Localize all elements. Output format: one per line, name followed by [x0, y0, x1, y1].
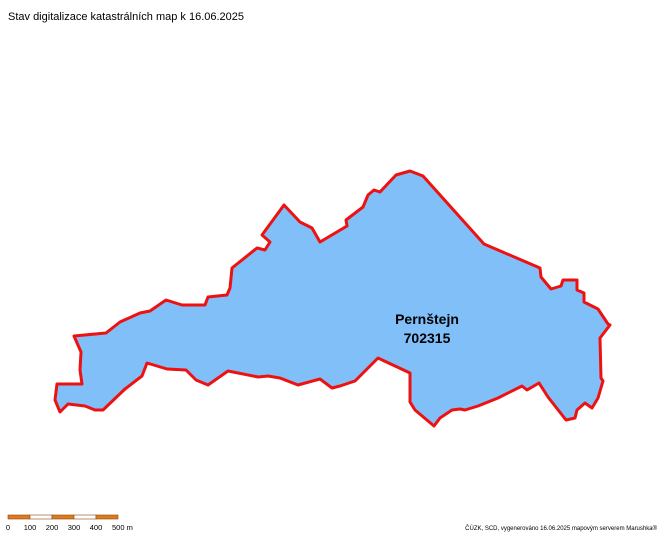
scale-label: 200 [46, 523, 59, 532]
area-code: 702315 [404, 330, 451, 346]
scale-label: 0 [6, 523, 10, 532]
scale-segment [95, 514, 119, 520]
area-name: Pernštejn [395, 311, 459, 327]
scale-label: 400 [90, 523, 103, 532]
scale-label: 500 m [112, 523, 133, 532]
cadastral-area [53, 169, 612, 428]
scale-label: 100 [24, 523, 37, 532]
scale-segment [73, 514, 97, 520]
scale-labels: 0 100 200 300 400 500 m [6, 523, 133, 532]
scale-segment [29, 514, 53, 520]
credit: ČÚZK, SCD, vygenerováno 16.06.2025 mapov… [465, 525, 657, 532]
scale-label: 300 [68, 523, 81, 532]
scale-segment [51, 514, 75, 520]
scale-bar [7, 514, 119, 520]
scale-segment [7, 514, 31, 520]
map-title: Stav digitalizace katastrálních map k 16… [8, 11, 244, 23]
